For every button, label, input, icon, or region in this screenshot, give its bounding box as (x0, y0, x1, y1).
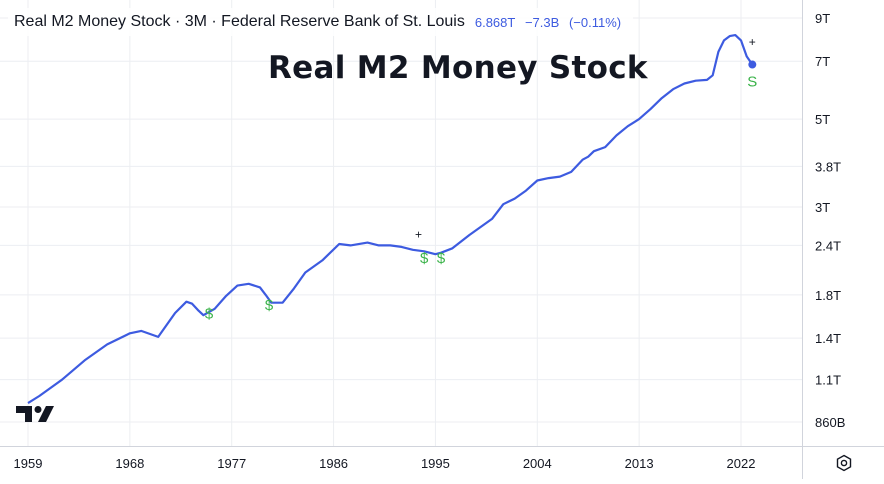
x-tick-label: 1959 (14, 456, 43, 471)
series-line[interactable] (27, 33, 754, 405)
y-tick-label: 1.4T (815, 331, 841, 346)
dividend-marker[interactable]: S (747, 73, 757, 90)
y-tick-label: 3T (815, 200, 830, 215)
x-tick-label: 1977 (217, 456, 246, 471)
y-tick-label: 1.8T (815, 288, 841, 303)
last-value-dot (748, 60, 757, 69)
chart-overlay-title: Real M2 Money Stock (268, 50, 648, 86)
dividend-marker[interactable]: $ (420, 250, 429, 267)
y-tick-label: 1.1T (815, 373, 841, 388)
price-scale[interactable]: 9T 7T 5T 3.8T 3T 2.4T 1.8T 1.4T 1.1T 860B (802, 0, 884, 446)
y-tick-label: 9T (815, 11, 830, 26)
y-tick-label: 2.4T (815, 238, 841, 253)
legend-change-pct: (−0.11%) (568, 14, 622, 30)
time-scale[interactable]: 1959 1968 1977 1986 1995 2004 2013 2022 (0, 446, 802, 479)
event-plus-marker[interactable]: + (749, 35, 756, 49)
x-tick-label: 1986 (319, 456, 348, 471)
tradingview-logo-icon[interactable] (16, 404, 56, 429)
y-tick-label: 3.8T (815, 159, 841, 174)
dividend-marker[interactable]: $ (205, 305, 214, 322)
chart-settings-button[interactable] (802, 446, 884, 479)
gear-icon (836, 454, 852, 472)
legend-last-value: 6.868T (474, 14, 516, 30)
dividend-marker[interactable]: $ (265, 297, 274, 314)
chart-svg: $ $ $ $ S + + (0, 0, 802, 446)
chart-legend[interactable]: Real M2 Money Stock · 3M · Federal Reser… (8, 8, 634, 36)
chart-plot-area[interactable]: $ $ $ $ S + + (0, 0, 802, 446)
x-tick-label: 2022 (727, 456, 756, 471)
legend-values: 6.868T −7.3B (−0.11%) (475, 15, 627, 30)
legend-title: Real M2 Money Stock · 3M · Federal Reser… (14, 13, 465, 30)
x-tick-label: 1995 (421, 456, 450, 471)
y-tick-label: 7T (815, 54, 830, 69)
x-tick-label: 1968 (115, 456, 144, 471)
x-tick-label: 2004 (523, 456, 552, 471)
x-tick-label: 2013 (625, 456, 654, 471)
event-plus-marker[interactable]: + (415, 227, 422, 241)
legend-change: −7.3B (524, 14, 560, 30)
y-tick-label: 5T (815, 112, 830, 127)
dividend-marker[interactable]: $ (437, 250, 446, 267)
y-tick-label: 860B (815, 415, 845, 430)
